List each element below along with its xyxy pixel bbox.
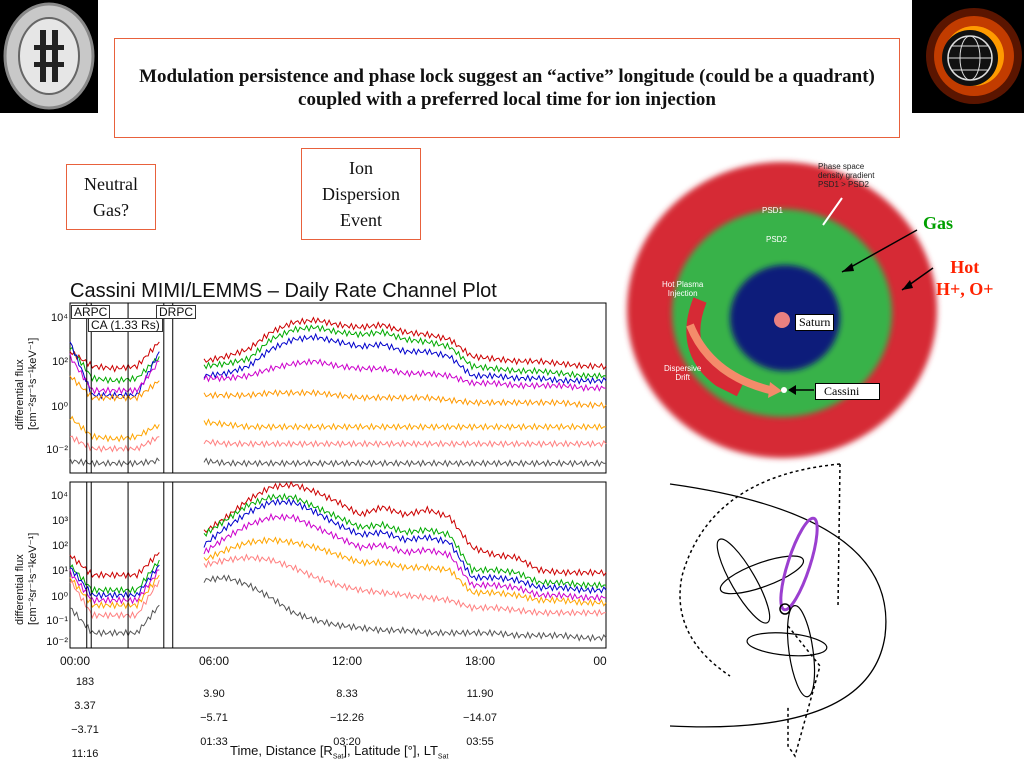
arpc-label: ARPC (71, 305, 111, 319)
orbit-petal-diagram (669, 463, 887, 758)
top-ytick: 10⁻² (46, 444, 68, 456)
magnetosphere-diagram (627, 162, 937, 458)
bottom-series-line (203, 536, 607, 607)
top-ytick: 10⁴ (51, 312, 68, 324)
top-series-line (203, 418, 607, 432)
ephemeris-col-0: 183 3.37 −3.71 11:16 (71, 676, 99, 760)
jhu-seal-logo (0, 0, 98, 113)
bottom-ytick: 10⁻¹ (46, 615, 68, 627)
bottom-ytick: 10¹ (52, 565, 68, 577)
rate-channel-chart (69, 302, 607, 649)
top-series-line (203, 332, 607, 385)
xtick: 18:00 (464, 654, 496, 668)
orbit-center (779, 603, 791, 615)
bottom-series-line (203, 497, 607, 595)
highlighted-petal (779, 516, 819, 612)
petal-loops (716, 538, 828, 698)
xtick: 00 (593, 654, 607, 668)
ephemeris-col-1: 3.90 −5.71 01:33 (200, 688, 228, 748)
neutral-gas-label: Neutral Gas? (84, 174, 138, 220)
cassini-label: Cassini (815, 383, 881, 400)
saturn-globe-logo (912, 0, 1024, 113)
psd-gradient-note: Phase space density gradient PSD1 > PSD2 (818, 162, 875, 189)
bottom-ytick: 10² (52, 540, 68, 552)
saturn-dot (774, 312, 790, 328)
bottom-series-line (69, 569, 160, 605)
hot-plasma-label: Hot Plasma Injection (662, 280, 704, 298)
bottom-panel-frame (69, 481, 607, 649)
top-series-line (69, 353, 160, 395)
ephemeris-col-2: 8.33 −12.26 03:20 (330, 688, 364, 748)
ephemeris-col-3: 11.90 −14.07 03:55 (463, 688, 497, 748)
top-series-line (203, 457, 607, 468)
dotted-envelope-right (837, 463, 841, 607)
chart-title: Cassini MIMI/LEMMS – Daily Rate Channel … (70, 280, 497, 302)
orbit-arc (669, 483, 887, 728)
dotted-envelope-left (679, 463, 841, 677)
top-series-line (69, 341, 160, 373)
ion-dispersion-callout: Ion Dispersion Event (301, 148, 421, 240)
drpc-label: DRPC (156, 305, 197, 319)
gas-label: Gas (923, 213, 954, 233)
saturn-label: Saturn (795, 314, 835, 331)
cassini-dot (781, 387, 787, 393)
top-series-line (69, 415, 160, 443)
chart-xlabel: Time, Distance [RSat], Latitude [°], LTS… (230, 743, 449, 761)
neutral-gas-callout: Neutral Gas? (66, 164, 156, 230)
xtick: 00:00 (59, 654, 91, 668)
dotted-envelope-bottom (787, 625, 821, 758)
bottom-series-line (203, 480, 607, 577)
drift-arrowhead (768, 382, 782, 398)
hot-ions-label: Hot H+, O+ (936, 257, 994, 299)
psd-pointer (822, 197, 843, 226)
top-series-line (69, 457, 160, 468)
bottom-series-line (203, 553, 607, 618)
bottom-series-line (203, 574, 607, 643)
top-series-line (69, 375, 160, 402)
xtick: 12:00 (331, 654, 363, 668)
dispersive-drift-arrow (686, 323, 771, 394)
top-ytick: 10² (52, 356, 68, 368)
top-series-line (203, 438, 607, 449)
xtick: 06:00 (198, 654, 230, 668)
bottom-ytick: 10⁰ (51, 591, 68, 603)
top-series-line (203, 388, 607, 410)
dispersive-drift-label: Dispersive Drift (664, 364, 702, 382)
top-series-line (69, 346, 160, 385)
top-series-line (203, 357, 607, 392)
bottom-series-line (69, 574, 160, 610)
bottom-series-line (203, 512, 607, 602)
gas-pointer (841, 229, 918, 273)
bottom-series-line (69, 552, 160, 580)
slide-title-box: Modulation persistence and phase lock su… (114, 38, 900, 138)
top-series-line (69, 435, 160, 453)
top-series-line (203, 324, 607, 381)
bottom-ytick: 10⁻² (46, 636, 68, 648)
top-series-line (203, 316, 607, 371)
bottom-series-line (69, 559, 160, 595)
bottom-series-line (69, 564, 160, 600)
bottom-ytick: 10³ (52, 515, 68, 527)
closest-approach-label: CA (1.33 Rs) (88, 318, 163, 332)
bottom-series-line (69, 604, 160, 638)
top-ytick: 10⁰ (51, 401, 68, 413)
slide-title: Modulation persistence and phase lock su… (139, 66, 875, 110)
psd2-label: PSD2 (766, 235, 787, 244)
injection-wedge (686, 297, 744, 397)
bottom-series-line (69, 579, 160, 620)
psd1-label: PSD1 (762, 206, 783, 215)
bottom-series-line (203, 492, 607, 590)
ion-dispersion-label: Ion Dispersion Event (322, 158, 400, 230)
bottom-ytick: 10⁴ (51, 490, 68, 502)
